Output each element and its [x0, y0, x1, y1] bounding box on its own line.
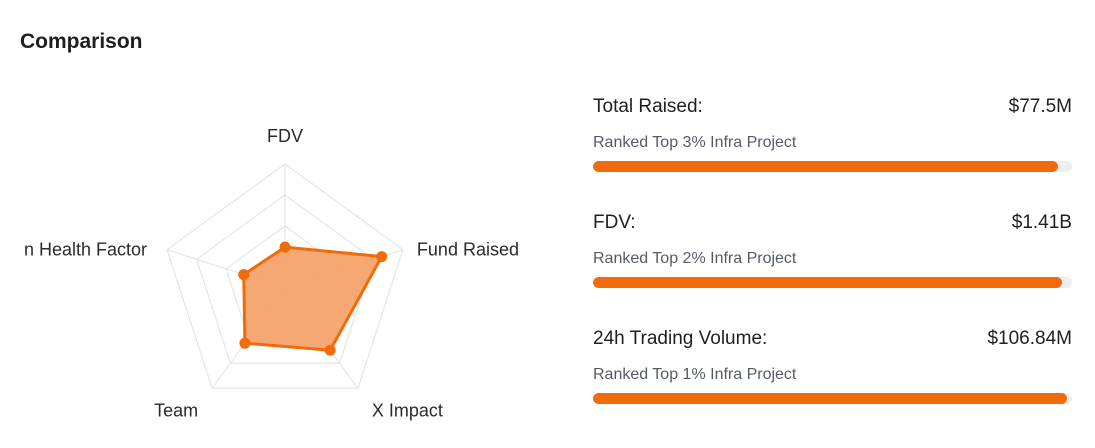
progress-bar-track	[593, 277, 1072, 288]
radar-data-point	[324, 344, 336, 356]
progress-bar-fill	[593, 393, 1068, 404]
radar-axis-label: FDV	[267, 126, 303, 146]
metric-fdv: FDV: $1.41B Ranked Top 2% Infra Project	[593, 212, 1072, 328]
progress-bar-fill	[593, 161, 1058, 172]
radar-axis-label: Fund Raised	[417, 240, 519, 260]
radar-data-point	[239, 337, 251, 349]
radar-axis-label: n Health Factor	[24, 240, 147, 260]
radar-grid-ring	[195, 194, 375, 364]
radar-data-point	[376, 251, 388, 263]
metric-rank-text: Ranked Top 1% Infra Project	[593, 366, 797, 383]
radar-axis-label: X Impact	[372, 400, 443, 420]
metric-value: $77.5M	[1008, 96, 1072, 117]
radar-grid-ring	[166, 163, 404, 389]
radar-chart: FDV Fund Raised X Impact Team n Health Facto…	[0, 90, 560, 430]
progress-bar-fill	[593, 277, 1063, 288]
radar-axis-label: Team	[154, 400, 198, 420]
progress-bar-track	[593, 161, 1072, 172]
metric-label: 24h Trading Volume:	[593, 328, 768, 349]
radar-data-point	[279, 241, 291, 253]
section-title: Comparison	[20, 30, 143, 53]
metric-rank-text: Ranked Top 2% Infra Project	[593, 250, 797, 267]
metric-value: $1.41B	[1011, 212, 1072, 233]
radar-chart-svg: FDV Fund Raised X Impact Team n Health Facto…	[24, 126, 519, 420]
radar-data-point	[238, 269, 250, 281]
metric-value: $106.84M	[987, 328, 1072, 349]
metric-rank-text: Ranked Top 3% Infra Project	[593, 134, 797, 151]
radar-data-area	[242, 245, 384, 352]
metric-24h-trading-volume: 24h Trading Volume: $106.84M Ranked Top …	[593, 328, 1072, 444]
metrics-list: Total Raised: $77.5M Ranked Top 3% Infra…	[593, 96, 1072, 444]
metric-label: FDV:	[593, 212, 636, 233]
metric-label: Total Raised:	[593, 96, 703, 117]
metric-total-raised: Total Raised: $77.5M Ranked Top 3% Infra…	[593, 96, 1072, 212]
progress-bar-track	[593, 393, 1072, 404]
